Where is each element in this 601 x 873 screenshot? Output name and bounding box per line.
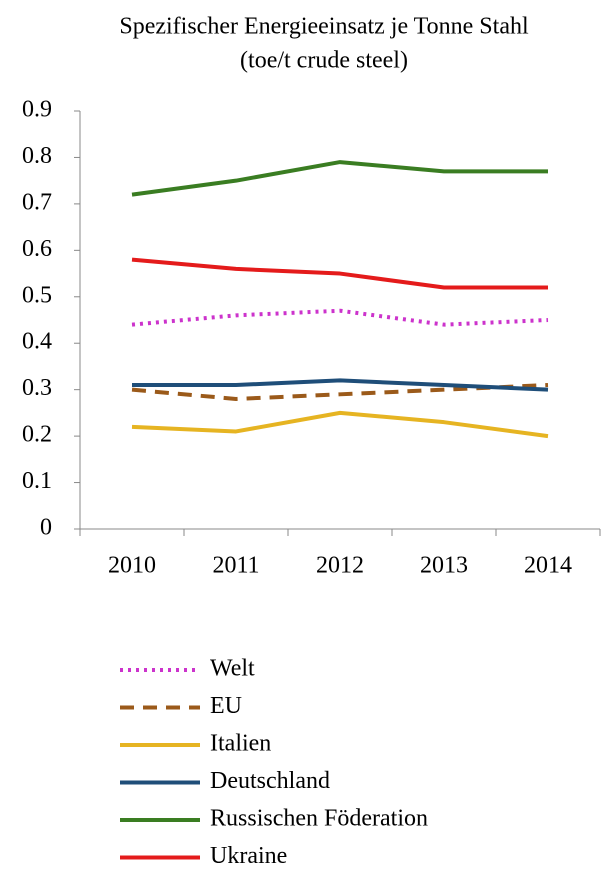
series-line [132,378,549,392]
chart-subtitle: (toe/t crude steel) [240,48,408,74]
legend-label: Deutschland [210,768,330,794]
y-tick-label: 0.2 [22,422,52,448]
legend-label: Ukraine [210,843,287,869]
legend-label: Italien [210,731,271,757]
y-tick-label: 0 [40,515,52,541]
x-tick-label: 2014 [524,553,572,579]
legend-label: Welt [210,656,255,682]
chart-title: Spezifischer Energieeinsatz je Tonne Sta… [119,14,529,40]
x-tick-label: 2013 [420,553,468,579]
y-tick-label: 0.9 [22,97,52,123]
y-tick-label: 0.3 [22,375,52,401]
series-line [131,257,548,290]
legend-label: EU [210,693,242,719]
series-line [131,308,549,327]
x-tick-label: 2012 [316,553,364,579]
y-tick-label: 0.6 [22,236,52,262]
legend-label: Russischen Föderation [210,806,428,832]
x-tick-label: 2011 [212,553,259,579]
y-tick-label: 0.8 [22,143,52,169]
y-tick-label: 0.1 [22,468,52,494]
series-line [131,160,548,197]
y-tick-label: 0.4 [22,329,52,355]
x-tick-label: 2010 [108,553,156,579]
y-tick-label: 0.5 [22,282,52,308]
series-line [131,410,549,439]
y-tick-label: 0.7 [22,189,52,215]
